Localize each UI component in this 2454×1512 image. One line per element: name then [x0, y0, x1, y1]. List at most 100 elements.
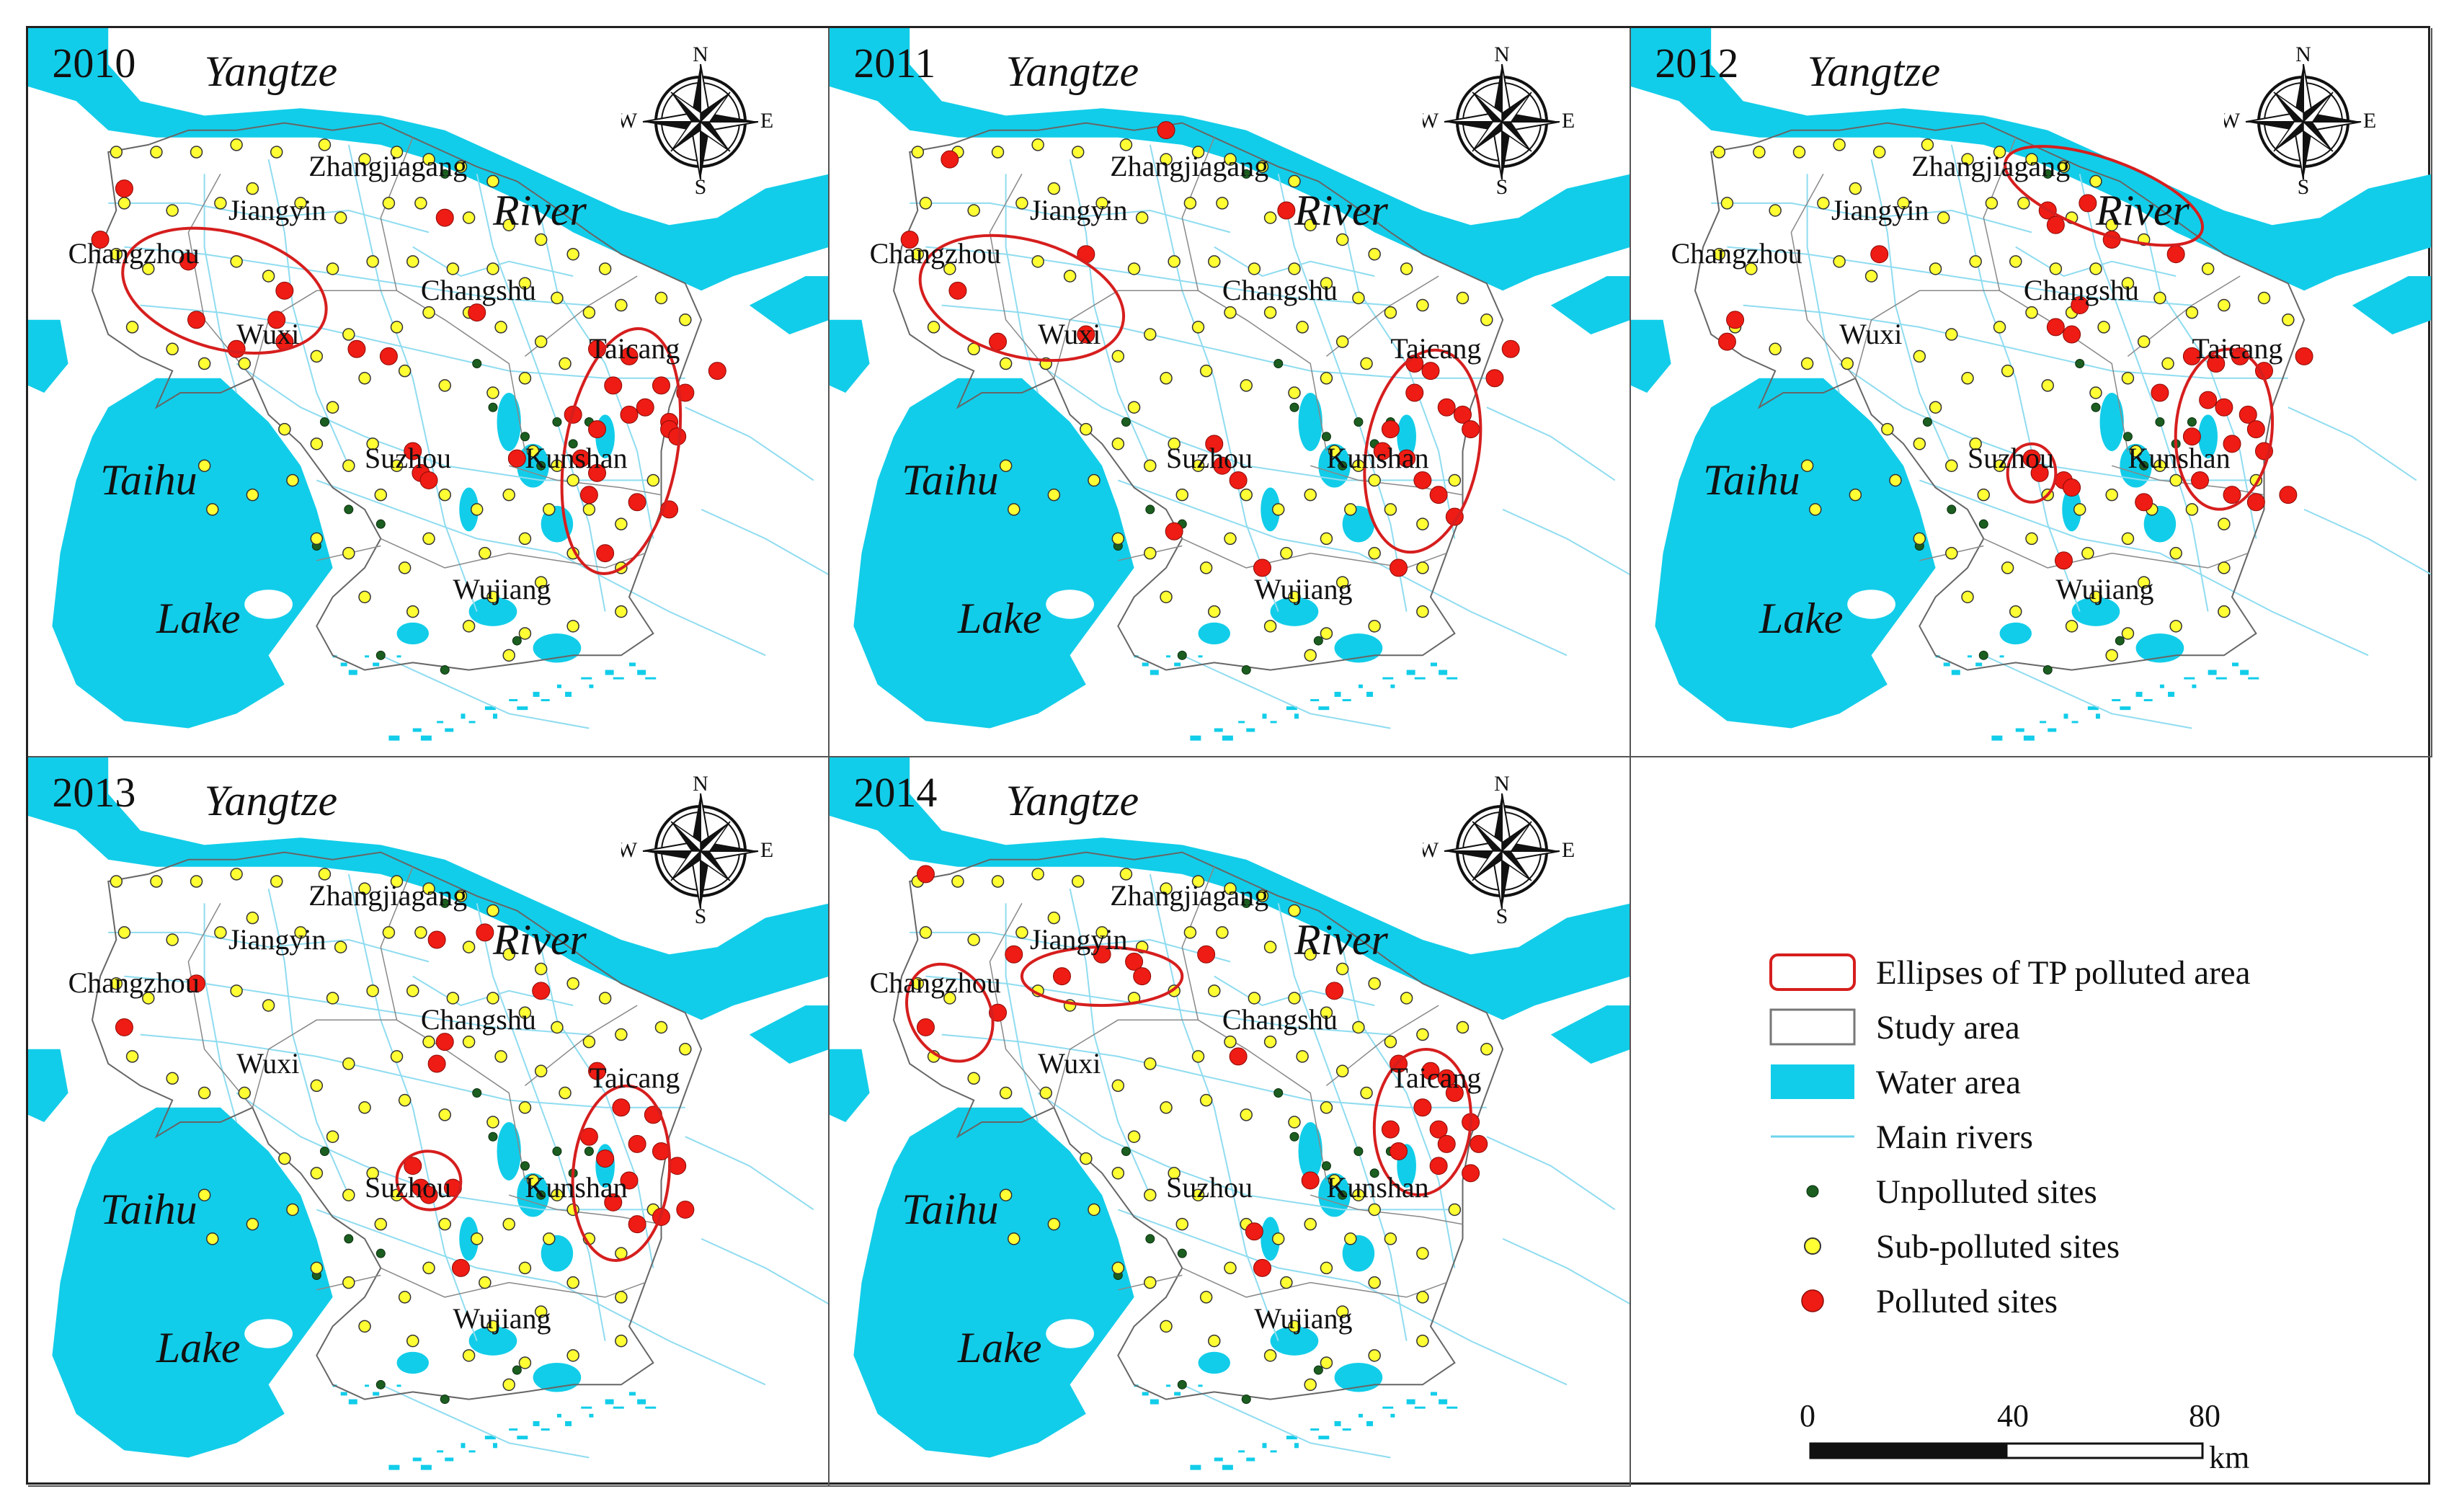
sub-polluted-site [518, 1356, 532, 1369]
wetland-patch [1286, 1436, 1297, 1440]
unpolluted-site [375, 650, 386, 660]
sub-polluted-site [1015, 197, 1028, 210]
sub-polluted-site [462, 940, 476, 953]
polluted-site [1429, 486, 1448, 504]
polluted-site [1245, 1222, 1263, 1241]
sub-polluted-site [2282, 313, 2295, 326]
sub-polluted-site [679, 1043, 692, 1056]
sub-polluted-site [366, 984, 379, 997]
sub-polluted-site [342, 1276, 355, 1289]
polluted-site [1077, 325, 1095, 344]
wetland-patch [2159, 684, 2164, 688]
polluted-site [596, 1149, 615, 1168]
polluted-site [668, 1157, 687, 1175]
main-river [476, 903, 606, 1341]
polluted-site [636, 398, 654, 417]
polluted-site [2166, 245, 2185, 264]
city-label: Taicang [1390, 332, 1482, 365]
sub-polluted-site [1304, 488, 1317, 502]
unpolluted-site [2139, 461, 2149, 471]
county-boundary [187, 903, 253, 1108]
city-label: Changzhou [869, 966, 1001, 1000]
legend-label: Sub-polluted sites [1876, 1228, 2120, 1266]
polluted-site [1165, 522, 1183, 541]
sub-polluted-site [1111, 437, 1125, 450]
sub-polluted-site [1416, 561, 1429, 574]
city-label: Suzhou [365, 441, 452, 474]
city-label: Changshu [1222, 1003, 1338, 1036]
wetland-patch [1190, 1464, 1201, 1470]
polluted-site [620, 405, 639, 424]
sub-polluted-site [342, 1057, 355, 1070]
compass-rose-icon: N S E W [1423, 772, 1575, 928]
sub-polluted-site [2121, 277, 2135, 290]
polluted-site [1462, 420, 1480, 439]
city-label: Zhangjiagang [308, 879, 468, 912]
sub-polluted-site [1945, 546, 1958, 560]
sub-polluted-site [446, 992, 460, 1005]
wetland-patch [1406, 1399, 1415, 1405]
polluted-site [1157, 121, 1175, 140]
wetland-patch [348, 670, 357, 675]
polluted-site [2135, 493, 2153, 512]
year-label: 2013 [52, 769, 136, 817]
tp-polluted-ellipse [1372, 1048, 1472, 1196]
sub-polluted-site [214, 926, 227, 939]
sub-polluted-site [479, 546, 492, 560]
sub-polluted-site [1160, 153, 1173, 166]
sub-polluted-site [358, 372, 371, 385]
sub-polluted-site [919, 197, 933, 210]
sub-polluted-site [518, 1006, 532, 1019]
sub-polluted-site [1304, 649, 1317, 662]
polluted-site [668, 427, 687, 446]
river-label: River [492, 186, 587, 234]
sub-polluted-site [2041, 379, 2054, 392]
sub-polluted-site [1800, 459, 1814, 472]
sub-polluted-site [1352, 291, 1365, 305]
polluted-site [604, 1193, 623, 1211]
main-river [941, 304, 1487, 379]
unpolluted-site [1978, 519, 1988, 529]
sub-polluted-site [1416, 605, 1429, 618]
sub-polluted-site [438, 488, 451, 502]
sub-polluted-site [1352, 1020, 1365, 1034]
sub-polluted-site [2218, 605, 2231, 618]
main-river [2303, 508, 2431, 576]
polluted-site [1390, 1142, 1408, 1160]
sub-polluted-site [1368, 546, 1381, 560]
sub-polluted-site [615, 605, 628, 618]
sub-polluted-site [125, 321, 139, 334]
main-river [685, 1136, 814, 1211]
wetland-patch [1390, 1413, 1395, 1418]
main-river [1214, 975, 1375, 1007]
city-label: Jiangyin [1831, 193, 1929, 226]
sub-polluted-site [551, 1020, 564, 1034]
main-river [1711, 202, 2032, 234]
sub-polluted-site [2009, 255, 2022, 268]
main-river [347, 873, 478, 1341]
sub-polluted-site [2121, 627, 2135, 640]
city-label: Taicang [1390, 1062, 1482, 1095]
small-lake [517, 1173, 549, 1217]
polluted-site [579, 486, 598, 504]
unpolluted-site [1177, 1379, 1187, 1389]
polluted-site [1125, 952, 1144, 971]
sub-polluted-site [1304, 218, 1317, 231]
county-boundary [1181, 1267, 1447, 1298]
main-river [316, 1209, 766, 1386]
wetland-patch [365, 655, 370, 658]
yangtze-river-water [830, 757, 1630, 1020]
sub-polluted-site [1368, 247, 1381, 261]
sub-polluted-site [582, 503, 596, 516]
unpolluted-site [319, 417, 329, 427]
wetland-patch [348, 1399, 357, 1405]
sub-polluted-site [454, 160, 468, 174]
sub-polluted-site [951, 875, 964, 888]
sub-polluted-site [2049, 262, 2063, 275]
polluted-site [2022, 449, 2041, 468]
wetland-patch [2208, 670, 2217, 675]
sub-polluted-site [551, 1188, 564, 1201]
sub-polluted-site [390, 321, 404, 334]
study-area-boundary [892, 122, 1504, 671]
map-canvas [1631, 28, 2431, 741]
